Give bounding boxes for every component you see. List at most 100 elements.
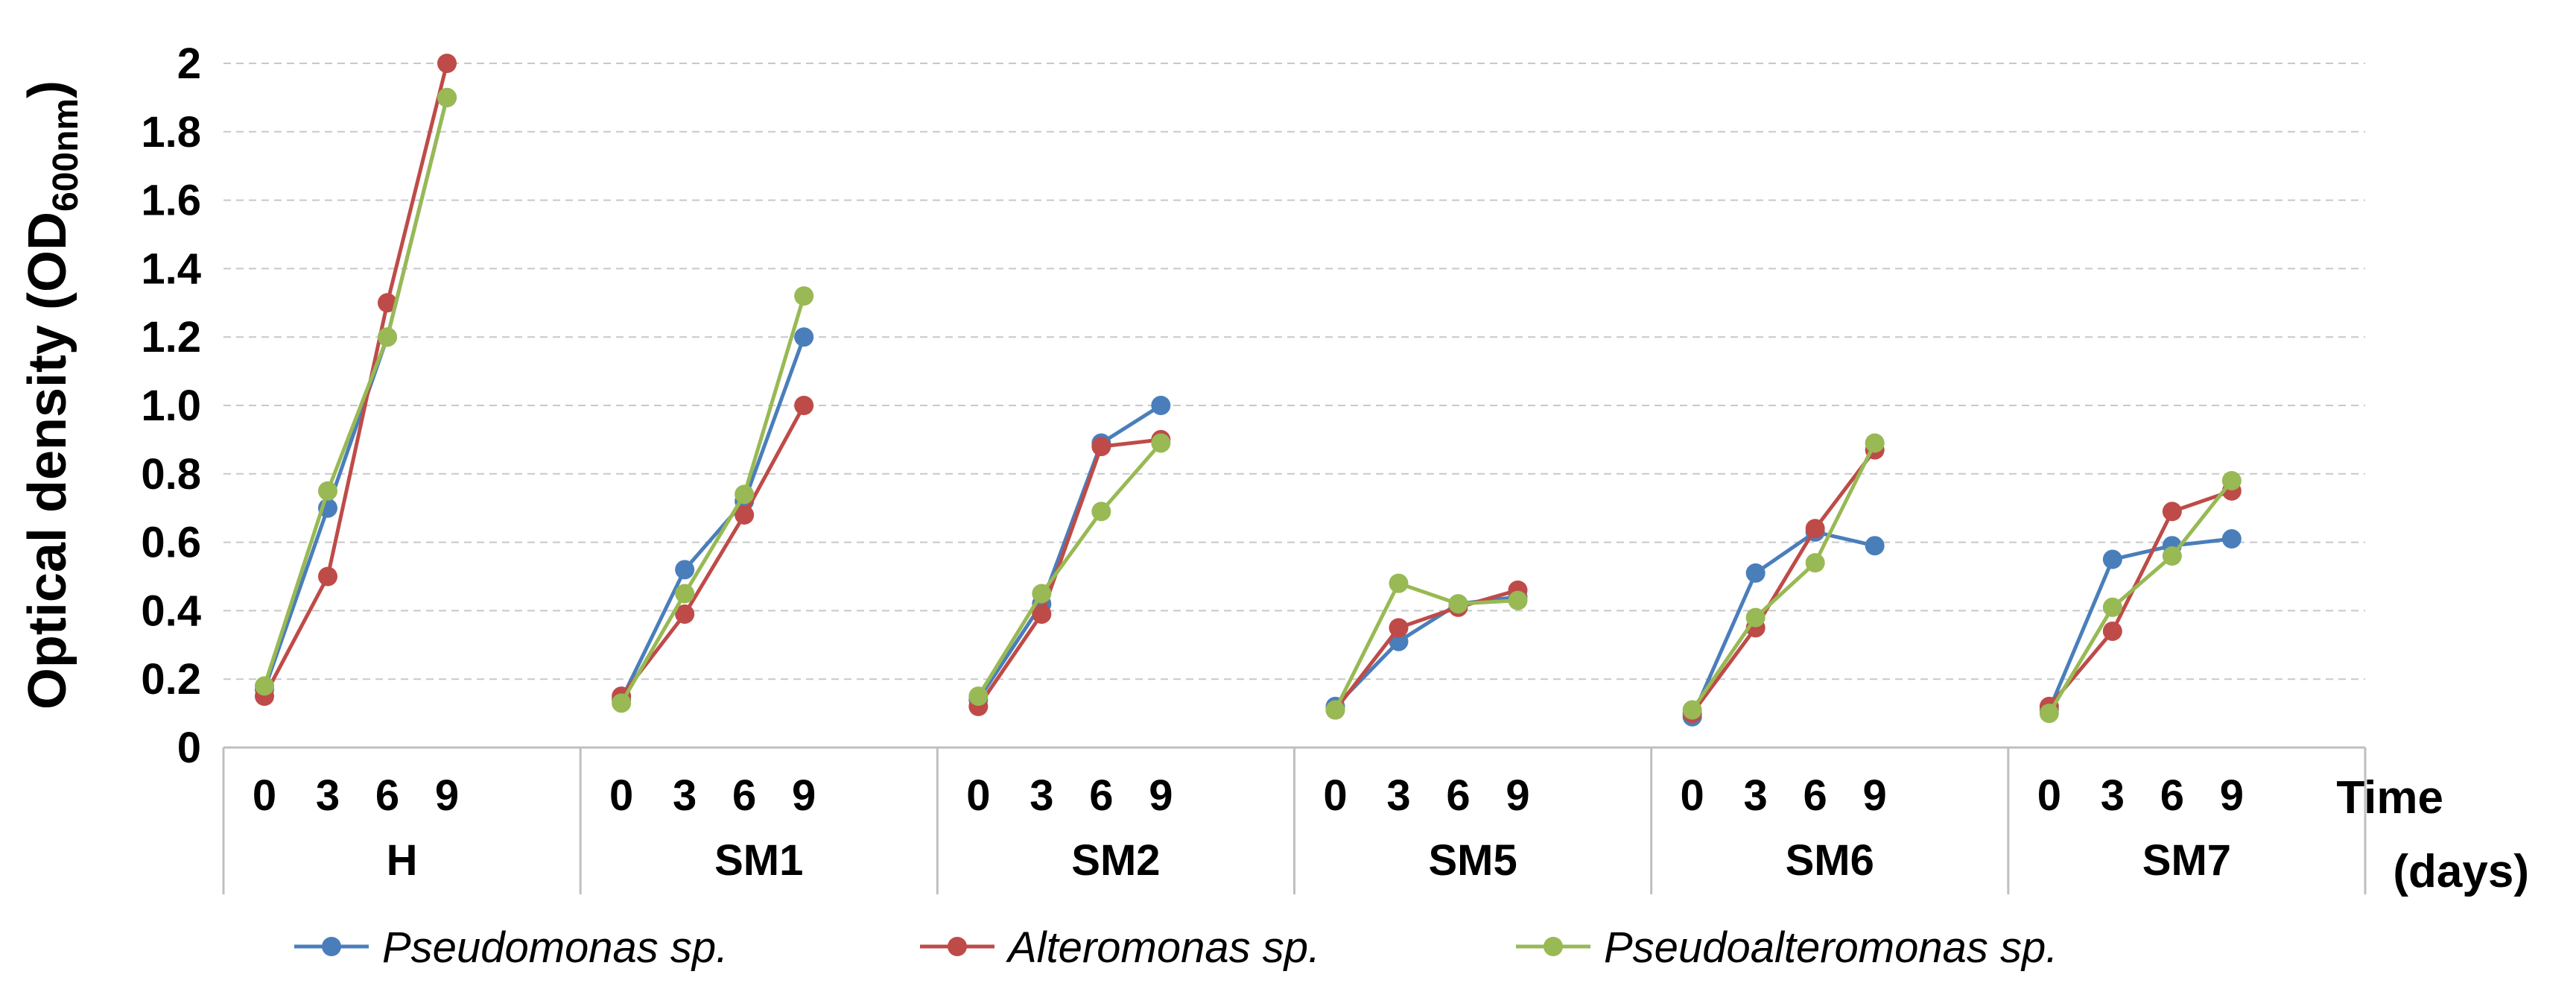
x-tick-label: 3 [316, 771, 340, 820]
x-tick-label: 6 [1089, 771, 1113, 820]
y-tick-label: 0.2 [141, 655, 201, 704]
data-point [2162, 546, 2182, 566]
data-point [1448, 594, 1468, 614]
series-line [977, 437, 1161, 708]
data-point [1389, 618, 1409, 638]
y-tick-label: 1.6 [141, 177, 201, 225]
y-axis-title-sub: 600nm [46, 98, 86, 212]
data-point [794, 286, 814, 306]
x-tick-label: 6 [1446, 771, 1470, 820]
x-tick-label: 0 [2037, 771, 2061, 820]
gridlines [223, 63, 2365, 680]
series-line [262, 63, 449, 698]
data-point [2102, 549, 2122, 569]
x-tick-label: 9 [1506, 771, 1529, 820]
x-tick-label: 6 [1803, 771, 1827, 820]
x-tick-label: 6 [2160, 771, 2184, 820]
y-axis-title: Optical density (OD600nm) [18, 80, 86, 710]
data-point [2221, 529, 2242, 549]
data-point [1091, 437, 1111, 457]
y-tick-labels: 0 0.2 0.4 0.6 0.8 1.0 1.2 1.4 1.6 1.8 2 [141, 40, 201, 772]
x-tick-label: 9 [1149, 771, 1173, 820]
data-point [1151, 433, 1171, 453]
data-point [378, 293, 397, 313]
data-point [2102, 621, 2122, 641]
group-labels: H SM1 SM2 SM5 SM6 SM7 [387, 836, 2231, 885]
legend-marker [322, 937, 341, 956]
data-point [2221, 470, 2242, 490]
y-tick-label: 2 [177, 40, 201, 88]
series-line [620, 404, 806, 698]
y-tick-label: 0 [177, 724, 201, 772]
data-point [318, 481, 337, 501]
x-tick-label: 0 [1323, 771, 1347, 820]
data-point [1032, 604, 1052, 624]
x-axis-title-line2: (days) [2393, 846, 2529, 897]
data-point [2102, 597, 2122, 617]
x-tick-label: 9 [435, 771, 459, 820]
series-line [2047, 489, 2233, 708]
y-tick-label: 1.2 [141, 313, 201, 361]
series-line [619, 336, 806, 701]
series-line [1690, 449, 1877, 715]
group-label: SM6 [1786, 836, 1874, 885]
group-label: H [387, 836, 418, 885]
series-line [977, 441, 1163, 698]
legend-marker [1544, 937, 1563, 956]
series-line [2047, 537, 2233, 711]
data-point [437, 87, 457, 107]
x-tick-label: 3 [673, 771, 697, 820]
series-line [1690, 442, 1877, 711]
y-tick-label: 0.6 [141, 519, 201, 567]
data-point [1745, 563, 1766, 583]
data-point [1682, 700, 1702, 720]
data-point [735, 505, 755, 525]
x-tick-label: 3 [1030, 771, 1053, 820]
y-axis-title-main: Optical density (OD [18, 212, 77, 710]
data-point [1032, 584, 1052, 604]
legend-label: Pseudomonas sp. [382, 923, 728, 972]
data-point [1151, 396, 1171, 415]
series-line [1690, 530, 1876, 718]
data-point [1805, 519, 1825, 539]
x-tick-label: 0 [253, 771, 276, 820]
series-line [2047, 479, 2233, 715]
y-axis-title-close: ) [18, 80, 77, 98]
group-label: SM2 [1071, 836, 1160, 885]
group-label: SM5 [1428, 836, 1517, 885]
data-point [437, 54, 457, 73]
data-point [675, 584, 695, 604]
x-tick-label: 9 [2220, 771, 2244, 820]
data-point [675, 560, 695, 580]
group-label: SM7 [2142, 836, 2231, 885]
y-tick-label: 1.4 [141, 244, 201, 293]
data-point [255, 676, 274, 696]
x-tick-label: 6 [375, 771, 399, 820]
data-point [2039, 704, 2059, 724]
y-tick-label: 1.8 [141, 108, 201, 157]
series-line [620, 295, 806, 704]
y-tick-label: 1.0 [141, 382, 201, 430]
data-point [794, 396, 814, 415]
data-point [1805, 553, 1825, 573]
x-tick-label: 3 [1744, 771, 1768, 820]
y-tick-label: 0.4 [141, 587, 201, 635]
data-point [1325, 700, 1345, 720]
series-line [977, 403, 1162, 701]
data-point [378, 327, 397, 347]
x-tick-label: 0 [609, 771, 633, 820]
x-tick-label: 6 [732, 771, 756, 820]
data-point [612, 693, 632, 713]
legend-label: Pseudoalteromonas sp. [1604, 923, 2058, 972]
series-line [1333, 588, 1519, 712]
x-tick-label: 9 [792, 771, 816, 820]
legend-label: Alteromonas sp. [1006, 923, 1320, 972]
data-point [1508, 590, 1528, 610]
series-line [262, 97, 449, 687]
data-point [735, 484, 755, 505]
data-point [1865, 536, 1885, 556]
x-tick-label: 0 [966, 771, 990, 820]
x-tick-label: 9 [1863, 771, 1887, 820]
